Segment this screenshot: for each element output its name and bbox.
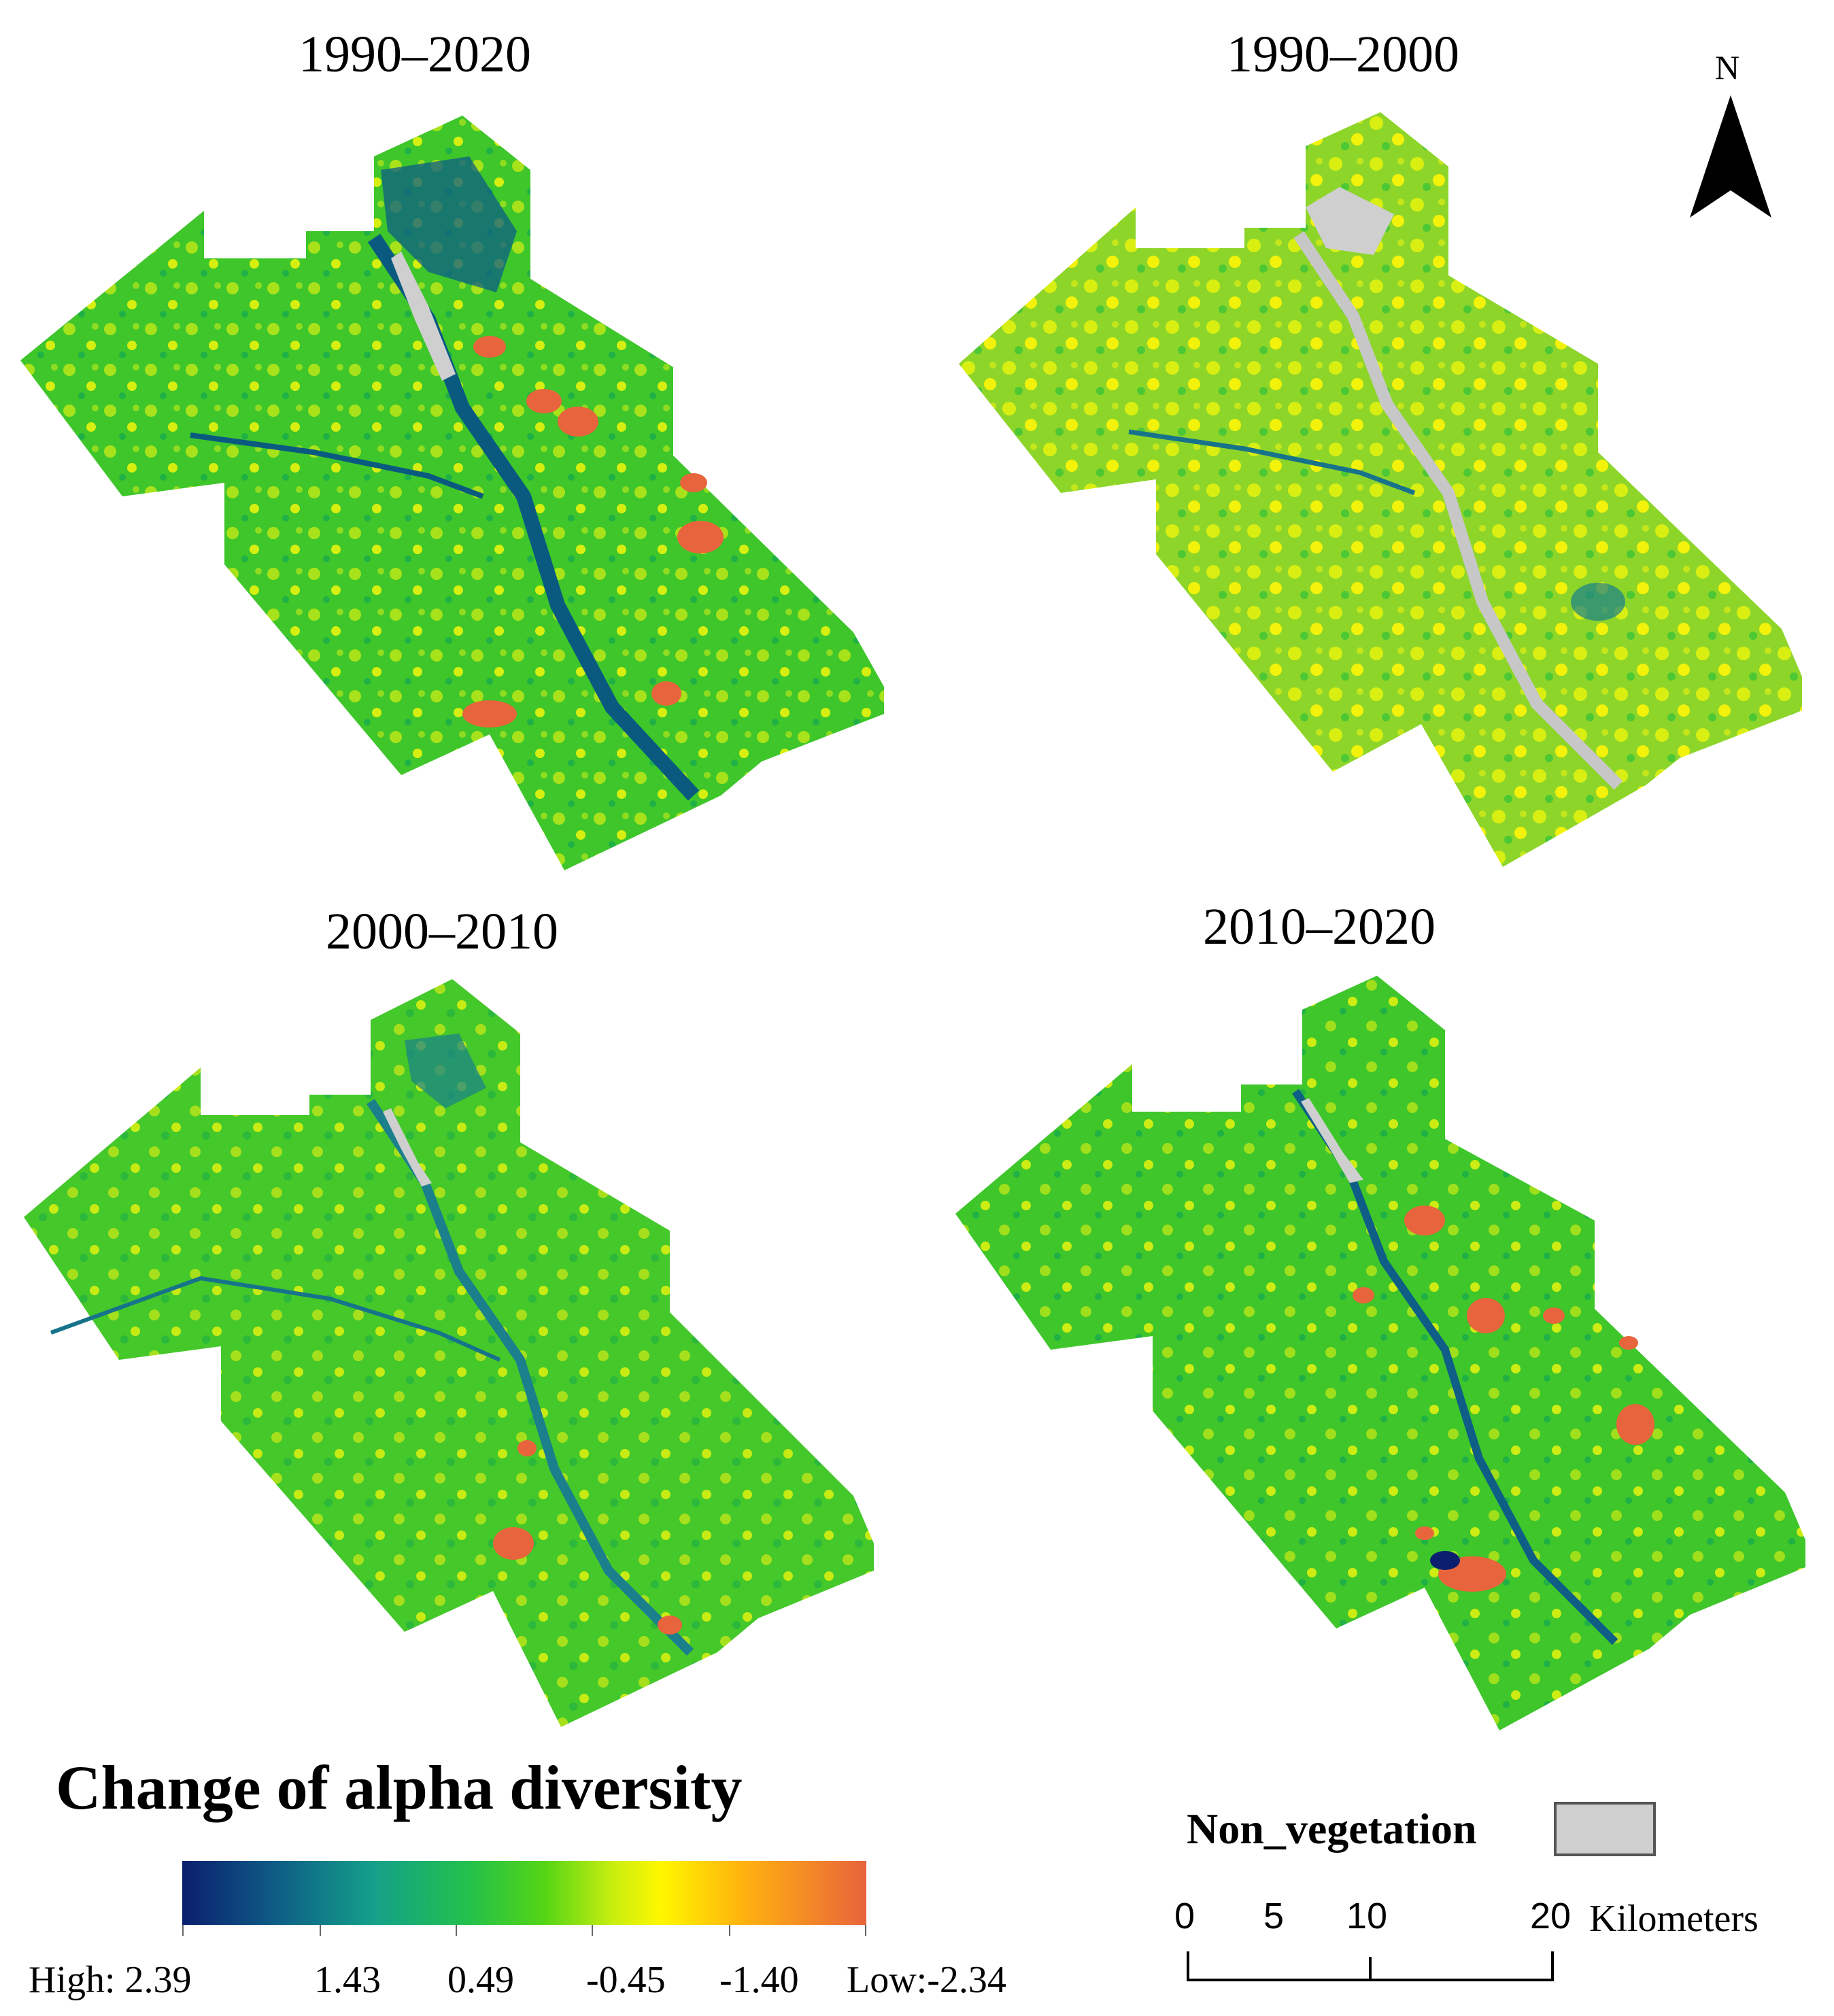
study-area [959,112,1802,867]
river [1293,231,1623,790]
non-vegetation-patch [1306,187,1394,255]
river-sand [391,252,456,381]
tributary [190,432,484,499]
hotspot [493,1527,534,1560]
hotspot [558,407,598,437]
legend-label-low: Low:-2.34 [847,1959,1006,2001]
legend-title: Change of alpha diversity [56,1753,743,1822]
hotspot [1543,1308,1565,1324]
colorbar-tick [729,1925,730,1936]
dark-patch [1571,583,1625,621]
legend-label-3: -0.45 [586,1959,666,2001]
hotspot [473,336,506,358]
study-area [24,979,874,1727]
tributary [1128,429,1416,496]
hotspot [517,1440,537,1456]
scale-tick-5: 5 [1263,1896,1285,1936]
hotspot [1353,1287,1374,1303]
colorbar-tick [865,1925,866,1936]
hotspot [526,389,562,413]
colorbar-tick [320,1925,321,1936]
colorbar-tick [456,1925,457,1936]
legend-label-4: -1.40 [719,1959,799,2001]
map-2000-2010 [24,979,894,1734]
legend-label-high: High: 2.39 [29,1959,192,2001]
hotspot [677,521,724,553]
north-label: N [1714,48,1740,86]
scale-bar [1187,1951,1554,1981]
colorbar-tick [592,1925,593,1936]
scale-unit: Kilometers [1589,1898,1759,1940]
panel-title-2000-2010: 2000–2010 [326,903,558,960]
map-1990-2000 [959,112,1816,867]
scale-tick-20: 20 [1530,1896,1572,1936]
north-arrow: N [1686,48,1795,228]
north-arrow-icon [1690,95,1771,218]
map-1990-2020 [20,116,904,877]
color-ramp [182,1861,866,1925]
hotspot [462,700,517,728]
panel-title-1990-2000: 1990–2000 [1227,26,1459,83]
hotspot [1467,1298,1505,1333]
panel-title-2010-2020: 2010–2020 [1203,898,1436,955]
tributary [50,1276,501,1362]
hotspot [1415,1526,1434,1540]
upper-dark-zone [381,156,517,292]
non-vegetation-swatch [1554,1802,1656,1856]
hotspot [1404,1206,1445,1235]
panel-title-1990-2020: 1990–2020 [299,26,531,83]
scale-tick-10: 10 [1346,1896,1388,1936]
hotspot [658,1616,682,1635]
river-sand [383,1108,432,1186]
non-vegetation-label: Non_vegetation [1187,1805,1477,1853]
hotspot [1616,1404,1654,1445]
hotspot [680,473,707,492]
legend-label-2: 0.49 [447,1959,514,2001]
colorbar-tick [182,1925,184,1936]
study-area [955,976,1805,1730]
legend-label-1: 1.43 [314,1959,381,2001]
map-2010-2020 [955,976,1812,1737]
scale-tick-0: 0 [1174,1896,1195,1936]
hotspot [651,681,681,706]
hotspot [1619,1336,1638,1350]
dark-patch [1430,1551,1460,1570]
river-sand [1301,1098,1363,1183]
upper-dark-zone [405,1033,486,1108]
